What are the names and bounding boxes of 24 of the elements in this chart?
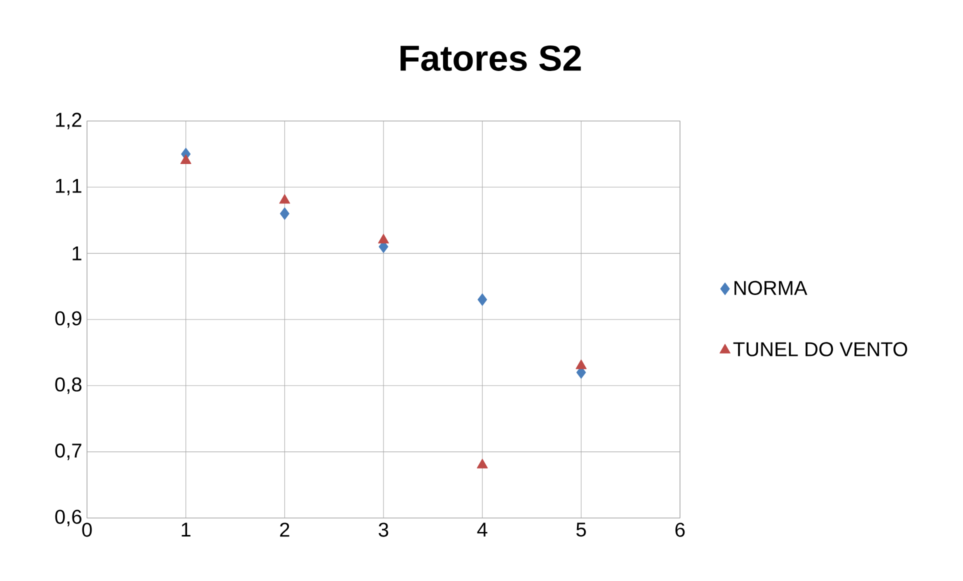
x-tick-label: 0	[82, 522, 92, 537]
legend-label: NORMA	[734, 280, 808, 296]
legend-label: TUNEL DO VENTO	[733, 342, 908, 356]
x-tick-label: 5	[576, 522, 586, 537]
y-tick-label: 0,6	[55, 510, 82, 526]
chart-title: Fatores S2	[400, 45, 581, 71]
y-tick-label: 1,1	[56, 179, 82, 196]
point	[378, 234, 389, 244]
x-tick-label: 2	[280, 522, 290, 537]
y-tick-label: 1	[72, 246, 82, 260]
y-tick-label: 1,2	[56, 112, 82, 130]
x-tick-label: 6	[675, 522, 685, 537]
point	[279, 194, 290, 204]
point	[476, 458, 488, 468]
y-tick-label: 0,8	[55, 377, 82, 394]
x-tick-label: 3	[378, 522, 388, 537]
y-tick-label: 0,7	[55, 444, 82, 460]
point	[576, 360, 587, 370]
point	[180, 154, 192, 164]
x-tick-label: 1	[182, 522, 190, 536]
x-tick-label: 4	[477, 522, 488, 536]
point	[478, 293, 488, 306]
point	[280, 207, 290, 220]
y-tick-label: 0,9	[55, 311, 82, 328]
